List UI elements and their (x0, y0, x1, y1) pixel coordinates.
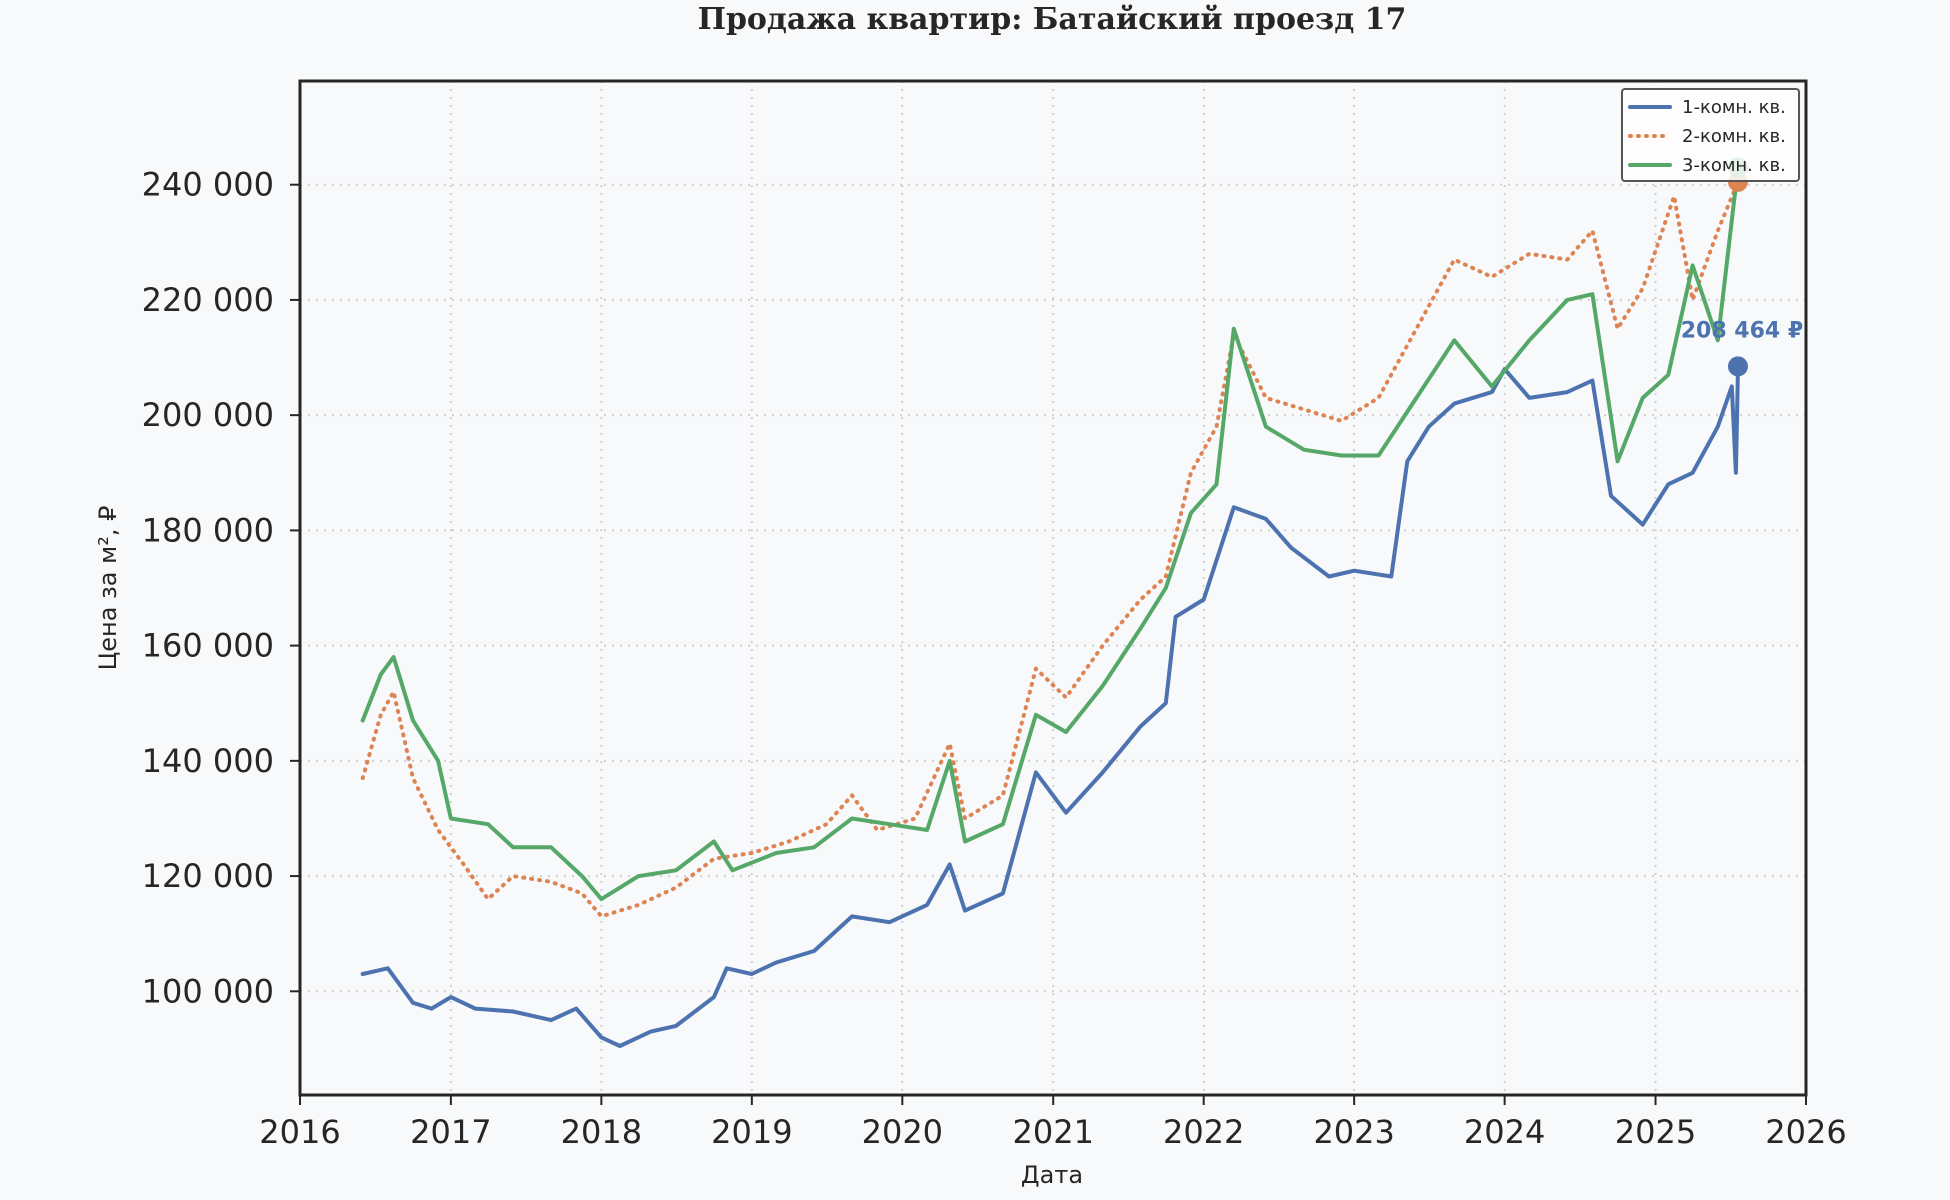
y-tick-label: 120 000 (142, 857, 274, 895)
y-tick-label: 220 000 (142, 281, 274, 319)
legend-label: 1-комн. кв. (1682, 97, 1786, 118)
x-tick-label: 2026 (1765, 1113, 1846, 1151)
y-tick-label: 160 000 (142, 627, 274, 665)
x-axis-label: Дата (1021, 1161, 1083, 1189)
x-tick-label: 2020 (862, 1113, 943, 1151)
x-tick-label: 2016 (259, 1113, 340, 1151)
markers-layer (1727, 157, 1748, 377)
x-tick-label: 2023 (1313, 1113, 1394, 1151)
legend-label: 2-комн. кв. (1682, 126, 1786, 147)
grid-layer (300, 81, 1806, 1095)
x-tick-label: 2019 (711, 1113, 792, 1151)
y-tick-label: 180 000 (142, 511, 274, 549)
chart-title: Продажа квартир: Батайский проезд 17 (698, 2, 1407, 37)
annotation-label: 208 464 ₽ (1681, 318, 1803, 343)
series-line-2 (360, 179, 1740, 919)
x-tick-label: 2022 (1163, 1113, 1244, 1151)
x-tick-label: 2025 (1615, 1113, 1696, 1151)
y-tick-label: 100 000 (142, 972, 274, 1010)
y-tick-label: 140 000 (142, 742, 274, 780)
series-layer (360, 165, 1740, 1048)
x-tick-label: 2017 (410, 1113, 491, 1151)
legend-box (1621, 88, 1800, 182)
y-axis-label: Цена за м², ₽ (94, 506, 122, 671)
x-tick-label: 2018 (561, 1113, 642, 1151)
y-tick-label: 240 000 (142, 166, 274, 204)
last-point-marker-1 (1727, 356, 1748, 377)
legend-label: 3-комн. кв. (1682, 155, 1786, 176)
series-line-3 (360, 165, 1740, 902)
legend: 1-комн. кв. 2-комн. кв. 3-комн. кв. (1621, 88, 1800, 182)
ticks-layer: 2016 2017 2018 2019 2020 2021 2022 2023 2024 2025… (142, 166, 1847, 1151)
x-tick-label: 2021 (1012, 1113, 1093, 1151)
x-tick-label: 2024 (1464, 1113, 1545, 1151)
series-line-1 (360, 364, 1740, 1048)
y-tick-label: 200 000 (142, 396, 274, 434)
